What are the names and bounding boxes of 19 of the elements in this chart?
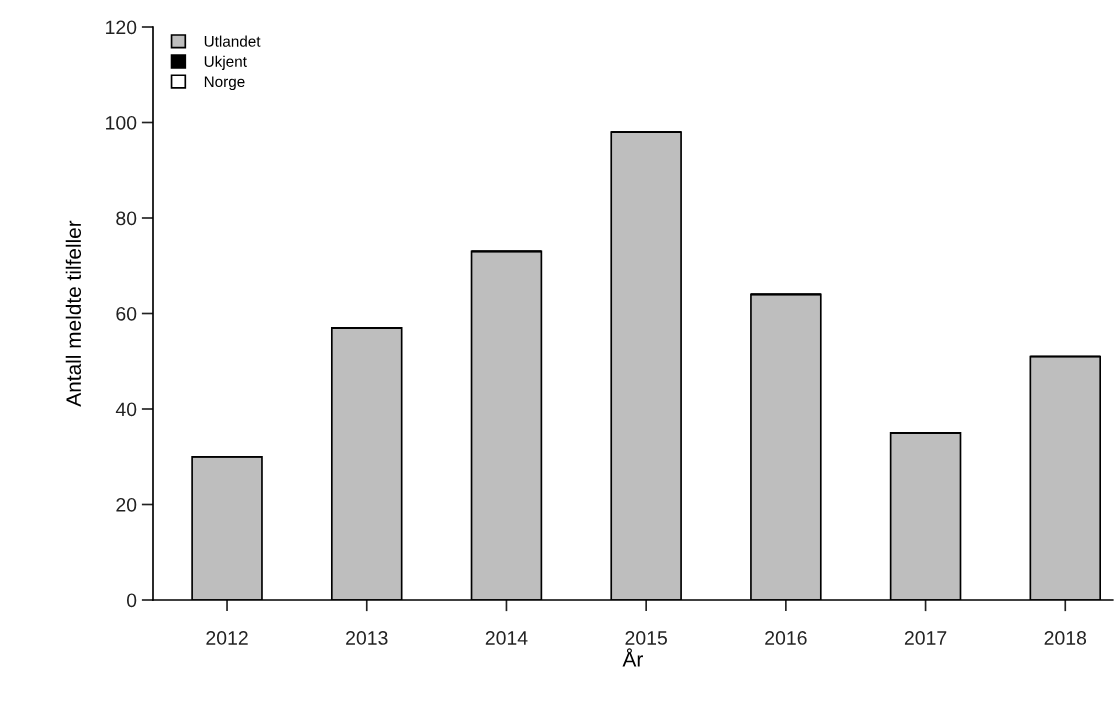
x-tick-label: 2013 [346,631,388,645]
legend-label: Utlandet [204,35,261,47]
y-tick-label: 20 [116,497,137,512]
legend-label: Norge [204,76,245,91]
legend-label: Ukjent [204,55,247,70]
y-tick-label: 40 [115,402,137,417]
y-tick-label: 60 [116,306,137,321]
y-tick-label: 80 [116,211,137,226]
y-tick-label: 100 [106,115,137,130]
x-tick-label: 2017 [904,631,947,645]
x-tick-label: 2012 [206,631,248,645]
y-tick-label: 120 [106,20,137,35]
x-tick-label: 2016 [765,631,807,645]
x-tick-label: 2014 [485,631,528,645]
x-tick-label: 2018 [1044,631,1087,645]
x-tick-label: 2015 [625,631,667,645]
x-axis-title: År [622,648,643,667]
y-tick-label: 0 [126,593,137,608]
y-axis-title: Antall meldte tilfeller [65,220,82,407]
